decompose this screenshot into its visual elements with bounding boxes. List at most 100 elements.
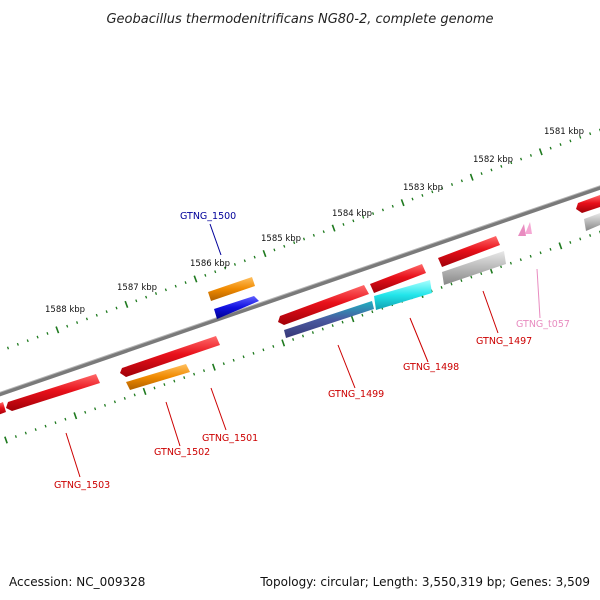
minor-tick bbox=[470, 275, 473, 279]
minor-tick bbox=[342, 223, 345, 226]
minor-tick bbox=[154, 292, 158, 295]
minor-tick bbox=[509, 261, 512, 265]
kbp-label-1588: 1588 kbp bbox=[45, 305, 85, 315]
kbp-label-1585: 1585 kbp bbox=[261, 234, 301, 244]
leader-lines bbox=[65, 223, 541, 478]
minor-tick bbox=[272, 344, 275, 348]
kbp-label-1587: 1587 kbp bbox=[117, 283, 157, 293]
minor-tick bbox=[529, 153, 532, 157]
gene-arrow-edge-left[interactable] bbox=[0, 402, 6, 415]
minor-tick bbox=[352, 219, 355, 223]
minor-tick bbox=[391, 204, 394, 208]
gene-arrow-1498[interactable] bbox=[370, 264, 426, 293]
genome-backbone bbox=[0, 185, 600, 397]
gene-label-1502[interactable]: GTNG_1502 bbox=[154, 447, 210, 458]
gene-label-1498[interactable]: GTNG_1498 bbox=[403, 362, 459, 373]
feature-edge-gray[interactable] bbox=[584, 213, 600, 231]
major-tick bbox=[73, 412, 78, 420]
minor-tick bbox=[460, 179, 463, 183]
gene-arrow-1500-rev[interactable] bbox=[214, 296, 259, 319]
minor-tick bbox=[222, 362, 225, 366]
gene-arrow-1499[interactable] bbox=[278, 285, 369, 325]
gene-label-1499[interactable]: GTNG_1499 bbox=[328, 389, 384, 400]
major-tick bbox=[558, 242, 563, 250]
minor-tick bbox=[341, 320, 344, 324]
kbp-label-1581: 1581 kbp bbox=[544, 127, 584, 137]
minor-tick bbox=[105, 310, 108, 314]
minor-tick bbox=[36, 335, 39, 339]
minor-tick bbox=[115, 306, 118, 310]
minor-tick bbox=[214, 270, 217, 274]
minor-tick bbox=[490, 168, 493, 172]
minor-tick bbox=[520, 157, 523, 161]
minor-tick bbox=[510, 161, 513, 165]
minor-tick bbox=[183, 376, 186, 380]
kbp-label-1586: 1586 kbp bbox=[190, 259, 230, 269]
minor-tick bbox=[441, 186, 444, 190]
minor-tick bbox=[26, 339, 29, 343]
gene-arrow-1503[interactable] bbox=[6, 374, 100, 411]
kbp-label-1582: 1582 kbp bbox=[473, 155, 513, 165]
minor-tick bbox=[283, 244, 286, 248]
minor-tick bbox=[163, 383, 166, 386]
minor-tick bbox=[193, 372, 196, 376]
trna-t057-marker[interactable] bbox=[518, 224, 526, 236]
minor-tick bbox=[440, 286, 443, 289]
genome-summary-text: Topology: circular; Length: 3,550,319 bp… bbox=[259, 575, 590, 589]
minor-tick bbox=[123, 396, 126, 400]
minor-tick bbox=[321, 327, 324, 331]
minor-tick bbox=[480, 272, 483, 276]
feature-1497-gray[interactable] bbox=[442, 251, 506, 285]
minor-tick bbox=[312, 233, 315, 237]
gene-label-1503[interactable]: GTNG_1503 bbox=[54, 480, 110, 491]
feature-1498-cyan[interactable] bbox=[374, 280, 432, 310]
minor-tick bbox=[569, 240, 572, 244]
gene-arrow-edge-right[interactable] bbox=[576, 195, 600, 213]
minor-tick bbox=[233, 262, 236, 266]
minor-tick bbox=[173, 379, 176, 383]
feature-1499-teal[interactable] bbox=[284, 301, 374, 338]
minor-tick bbox=[460, 279, 463, 282]
minor-tick bbox=[411, 197, 414, 201]
minor-tick bbox=[64, 417, 67, 421]
minor-tick bbox=[94, 407, 97, 411]
minor-tick bbox=[34, 428, 37, 432]
minor-tick bbox=[14, 435, 17, 438]
minor-tick bbox=[499, 265, 503, 269]
minor-tick bbox=[311, 331, 314, 334]
minor-tick bbox=[95, 313, 98, 317]
minor-tick bbox=[431, 190, 434, 194]
minor-tick bbox=[301, 334, 305, 338]
minor-tick bbox=[202, 369, 206, 373]
gene-label-1497[interactable]: GTNG_1497 bbox=[476, 336, 532, 347]
gene-arrow-1497[interactable] bbox=[438, 236, 500, 267]
minor-tick bbox=[46, 332, 49, 335]
minor-tick bbox=[569, 139, 572, 143]
gene-label-1501[interactable]: GTNG_1501 bbox=[202, 433, 258, 444]
gene-label-t057[interactable]: GTNG_t057 bbox=[516, 319, 570, 330]
minor-tick bbox=[293, 241, 296, 245]
map-title: Geobacillus thermodenitrificans NG80-2, … bbox=[106, 12, 493, 27]
accession-text: Accession: NC_009328 bbox=[9, 575, 145, 589]
minor-tick bbox=[421, 193, 424, 197]
major-tick bbox=[124, 300, 129, 308]
minor-tick bbox=[361, 313, 364, 317]
gene-arrow-1501[interactable] bbox=[120, 336, 220, 377]
gene-arrow-1500-fwd[interactable] bbox=[208, 277, 255, 301]
gene-arrow-1502[interactable] bbox=[126, 364, 190, 390]
minor-tick bbox=[362, 215, 365, 219]
major-tick bbox=[262, 249, 267, 258]
minor-tick bbox=[242, 355, 245, 359]
major-tick bbox=[469, 173, 474, 181]
kbp-label-1583: 1583 kbp bbox=[403, 183, 443, 193]
minor-tick bbox=[232, 358, 235, 362]
major-tick bbox=[331, 224, 336, 232]
minor-tick bbox=[549, 146, 552, 150]
minor-tick bbox=[16, 342, 19, 346]
minor-tick bbox=[204, 273, 207, 277]
minor-tick bbox=[145, 295, 148, 299]
gene-label-1500[interactable]: GTNG_1500 bbox=[180, 211, 236, 222]
major-tick bbox=[55, 326, 60, 334]
minor-tick bbox=[500, 164, 503, 168]
